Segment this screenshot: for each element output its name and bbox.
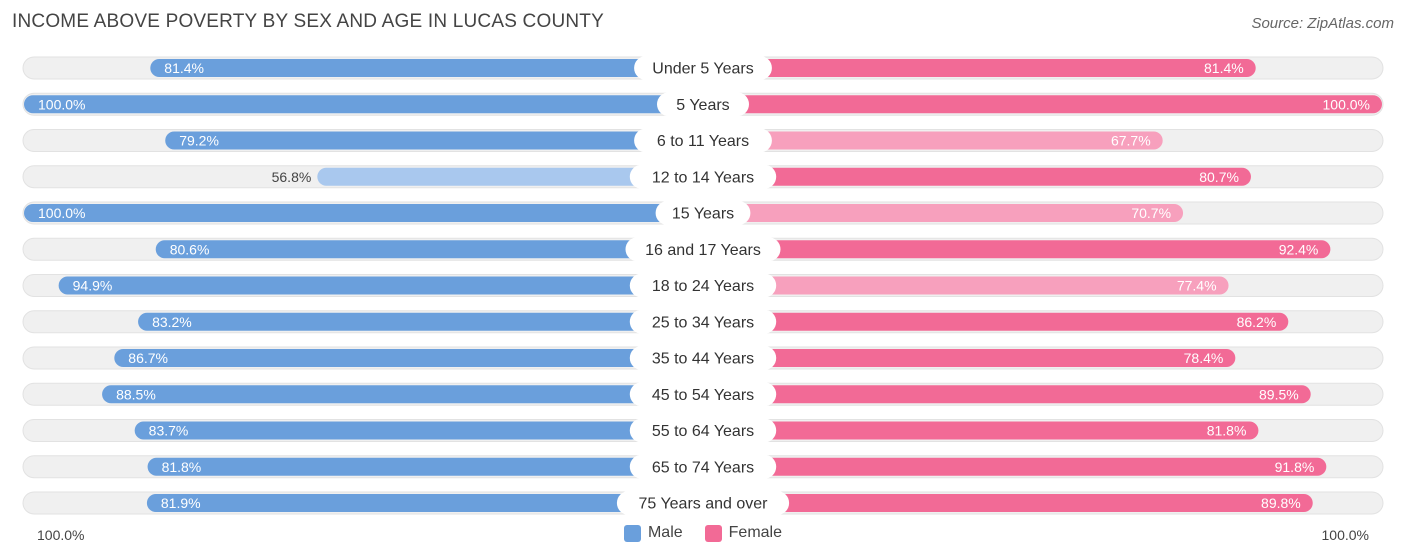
legend-item-male[interactable]: Male (623, 524, 683, 542)
category-label: 25 to 34 Years (652, 314, 754, 331)
female-bar (703, 59, 1256, 77)
female-bar (703, 457, 1327, 476)
category-label: Under 5 Years (652, 61, 753, 78)
female-bar (703, 204, 1184, 222)
male-bar (317, 167, 703, 186)
category-pill (629, 273, 777, 298)
male-value-label: 81.9% (161, 495, 201, 511)
male-value-label: 81.4% (164, 60, 204, 76)
category-pill (634, 56, 772, 80)
category-label: 75 Years and over (639, 496, 769, 513)
male-value-label: 94.9% (73, 278, 113, 294)
male-bar (147, 457, 703, 476)
female-bar (703, 131, 1163, 150)
bar-chart: 81.4% 81.4% Under 5 Years 100.0% 100.0% 5 Yea… (22, 56, 1384, 515)
female-value-label: 81.8% (1207, 423, 1247, 439)
male-value-label: 100.0% (38, 205, 85, 221)
male-value-label: 80.6% (170, 241, 210, 257)
axis-left-label: 100.0% (37, 527, 85, 543)
category-pill (629, 382, 777, 407)
female-bar (703, 494, 1313, 512)
category-label: 12 to 14 Years (652, 169, 754, 186)
female-value-label: 92.4% (1279, 241, 1319, 257)
female-value-label: 70.7% (1131, 205, 1171, 221)
male-bar (58, 276, 703, 295)
category-pill (629, 418, 777, 443)
female-value-label: 89.8% (1261, 495, 1301, 511)
female-bar (703, 95, 1382, 114)
male-bar (138, 312, 703, 331)
category-label: 18 to 24 Years (652, 278, 754, 295)
legend-label-female: Female (728, 524, 783, 541)
female-value-label: 78.4% (1184, 350, 1224, 366)
category-pill (629, 346, 777, 370)
category-label: 5 Years (676, 97, 729, 114)
category-pill (625, 237, 781, 262)
category-label: 15 Years (672, 206, 734, 223)
category-pill (616, 491, 790, 515)
male-value-label: 56.8% (272, 169, 312, 185)
category-pill (657, 92, 749, 117)
female-value-label: 77.4% (1177, 278, 1217, 294)
category-pill (634, 128, 772, 153)
category-label: 6 to 11 Years (657, 133, 749, 150)
male-value-label: 86.7% (128, 350, 168, 366)
category-label: 55 to 64 Years (652, 423, 754, 440)
female-value-label: 86.2% (1237, 314, 1277, 330)
chart-title: INCOME ABOVE POVERTY BY SEX AND AGE IN L… (12, 11, 604, 32)
male-bar (155, 240, 703, 259)
category-label: 45 to 54 Years (652, 387, 754, 404)
female-value-label: 91.8% (1275, 459, 1315, 475)
female-value-label: 89.5% (1259, 386, 1299, 402)
legend: Male Female (0, 524, 1406, 542)
male-bar (114, 349, 703, 367)
male-value-label: 88.5% (116, 386, 156, 402)
male-value-label: 79.2% (179, 133, 219, 149)
female-bar (703, 385, 1311, 404)
male-bar (165, 131, 703, 150)
category-pill (629, 164, 777, 189)
male-bar (134, 421, 703, 440)
female-bar (703, 167, 1251, 186)
legend-label-male: Male (647, 524, 683, 541)
female-bar (703, 240, 1331, 259)
female-value-label: 67.7% (1111, 133, 1151, 149)
male-bar (146, 494, 704, 512)
category-label: 35 to 44 Years (652, 351, 754, 368)
female-value-label: 80.7% (1199, 169, 1239, 185)
female-bar (703, 421, 1259, 440)
category-pill (629, 309, 777, 334)
male-bar (24, 95, 703, 114)
male-value-label: 100.0% (38, 96, 85, 112)
category-label: 16 and 17 Years (645, 242, 761, 259)
category-pill (655, 201, 751, 225)
male-value-label: 83.7% (149, 423, 189, 439)
female-bar (703, 276, 1229, 295)
male-value-label: 81.8% (162, 459, 202, 475)
source-credit: Source: ZipAtlas.com (1251, 15, 1394, 32)
male-bar (102, 385, 703, 404)
legend-item-female[interactable]: Female (704, 524, 783, 542)
male-bar (150, 59, 703, 77)
female-value-label: 100.0% (1323, 96, 1370, 112)
female-bar (703, 312, 1289, 331)
category-pill (629, 454, 777, 479)
male-bar (24, 204, 703, 222)
legend-swatch-female (704, 524, 722, 542)
axis-right-label: 100.0% (1321, 527, 1369, 543)
female-bar (703, 349, 1236, 367)
legend-swatch-male (623, 524, 641, 542)
category-label: 65 to 74 Years (652, 459, 754, 476)
female-value-label: 81.4% (1204, 60, 1244, 76)
male-value-label: 83.2% (152, 314, 192, 330)
